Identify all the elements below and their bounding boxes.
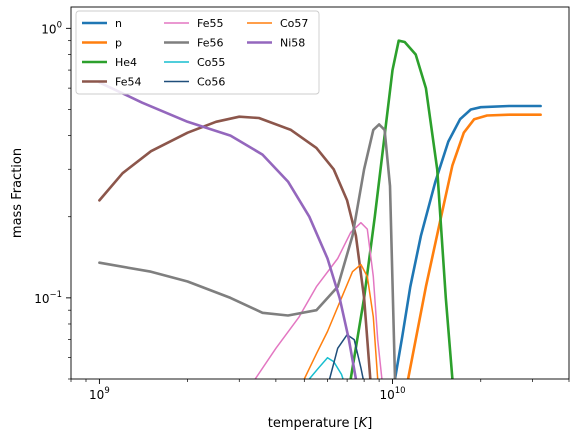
legend: np He4 Fe54 Fe55 Fe56 Co55 Co56 Co57 Ni58: [75, 10, 320, 95]
legend-label: Co57: [280, 17, 308, 30]
legend-item-fe55: Fe55: [164, 17, 224, 30]
legend-item-n: n: [82, 17, 122, 30]
legend-label: Ni58: [280, 37, 305, 50]
legend-box: [75, 10, 320, 95]
series-line-he4: [349, 39, 454, 379]
legend-label: He4: [115, 56, 137, 69]
legend-item-co56: Co56: [164, 76, 225, 89]
legend-item-co57: Co57: [247, 17, 308, 30]
series-layer: [98, 39, 542, 379]
legend-item-co55: Co55: [164, 56, 225, 69]
series-line-co55: [308, 356, 344, 379]
series-line-n: [393, 104, 542, 379]
legend-item-p: p: [82, 37, 122, 50]
legend-item-ni58: Ni58: [247, 37, 305, 50]
series-line-ni58: [98, 81, 358, 379]
y-tick-label: 10−1: [34, 290, 62, 306]
legend-item-fe54: Fe54: [82, 76, 142, 89]
y-axis-label: mass Fraction: [10, 148, 25, 238]
x-axis-label: temperature [K]: [268, 416, 373, 431]
legend-label: Fe56: [197, 37, 224, 50]
legend-label: Co55: [197, 56, 225, 69]
series-line-p: [406, 113, 542, 379]
legend-label: n: [115, 17, 122, 30]
series-line-co57: [303, 263, 379, 379]
series-line-co56: [328, 333, 364, 379]
legend-item-fe56: Fe56: [164, 37, 224, 50]
series-line-fe55: [254, 221, 383, 379]
legend-item-he4: He4: [82, 56, 137, 69]
legend-label: p: [115, 37, 122, 50]
legend-label: Fe55: [197, 17, 224, 30]
legend-label: Co56: [197, 76, 225, 89]
legend-label: Fe54: [115, 76, 142, 89]
x-tick-label: 109: [89, 386, 110, 402]
series-line-fe54: [98, 115, 372, 379]
ticks-layer: 109 1010 10−1 100: [34, 20, 570, 402]
x-tick-label: 1010: [379, 386, 405, 402]
y-tick-label: 100: [41, 20, 62, 36]
series-line-fe56: [98, 123, 397, 379]
plot-frame: [70, 6, 570, 380]
